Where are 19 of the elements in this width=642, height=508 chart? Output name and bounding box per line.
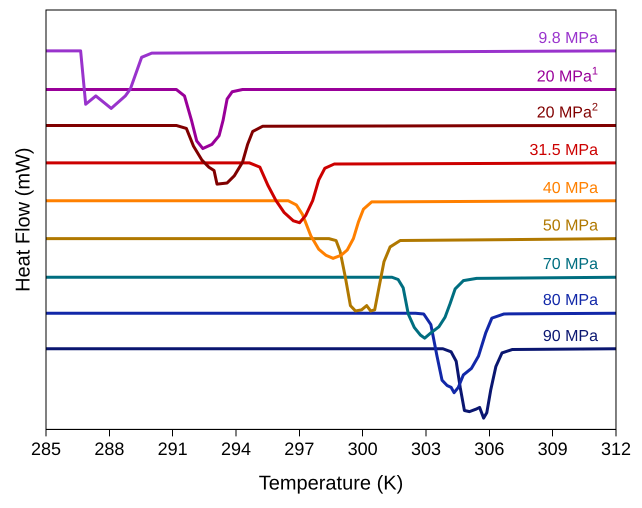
series-label: 9.8 MPa bbox=[538, 30, 598, 47]
x-tick-label: 291 bbox=[158, 439, 188, 460]
series-label: 50 MPa bbox=[542, 218, 598, 235]
x-tick-label: 294 bbox=[220, 439, 252, 460]
series-label: 31.5 MPa bbox=[530, 142, 598, 159]
x-axis-title: Temperature (K) bbox=[258, 472, 404, 495]
series-label: 90 MPa bbox=[542, 328, 598, 345]
x-tick-label: 300 bbox=[348, 439, 378, 460]
series-label: 70 MPa bbox=[542, 256, 598, 274]
x-tick-label: 288 bbox=[94, 439, 124, 460]
series-label: 40 MPa bbox=[542, 180, 598, 197]
x-tick-label: 285 bbox=[30, 439, 62, 460]
x-tick-label: 312 bbox=[600, 439, 632, 460]
x-tick-label: 309 bbox=[538, 439, 568, 460]
x-tick-label: 306 bbox=[474, 439, 504, 460]
series-label: 80 MPa bbox=[542, 292, 598, 310]
y-axis-title: Heat Flow (mW) bbox=[12, 147, 35, 292]
x-tick-label: 297 bbox=[284, 439, 314, 460]
x-tick-label: 303 bbox=[410, 439, 442, 460]
